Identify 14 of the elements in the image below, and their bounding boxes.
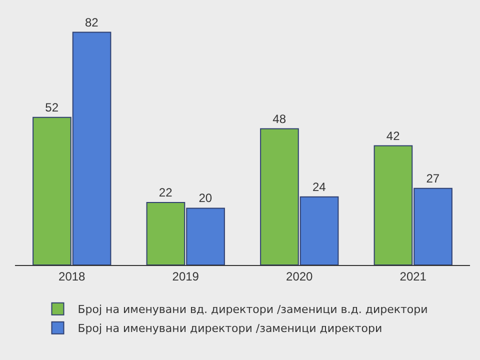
data-label: 42 bbox=[386, 128, 400, 143]
data-label: 20 bbox=[198, 191, 212, 206]
data-label: 27 bbox=[426, 171, 440, 186]
data-label: 24 bbox=[312, 180, 326, 194]
x-tick-label: 2021 bbox=[400, 269, 427, 284]
legend-label: Број на именувани директори /заменици директори bbox=[78, 322, 382, 336]
x-tick-label: 2020 bbox=[286, 269, 314, 284]
data-label: 48 bbox=[272, 112, 286, 126]
legend-label: Број на именувани вд. директори /заменици в.д. директори bbox=[78, 303, 428, 316]
data-label: 22 bbox=[158, 186, 173, 200]
data-label: 82 bbox=[84, 15, 99, 30]
data-label: 52 bbox=[45, 100, 59, 114]
x-tick-label: 2019 bbox=[172, 269, 200, 284]
x-tick-label: 2018 bbox=[58, 269, 86, 284]
